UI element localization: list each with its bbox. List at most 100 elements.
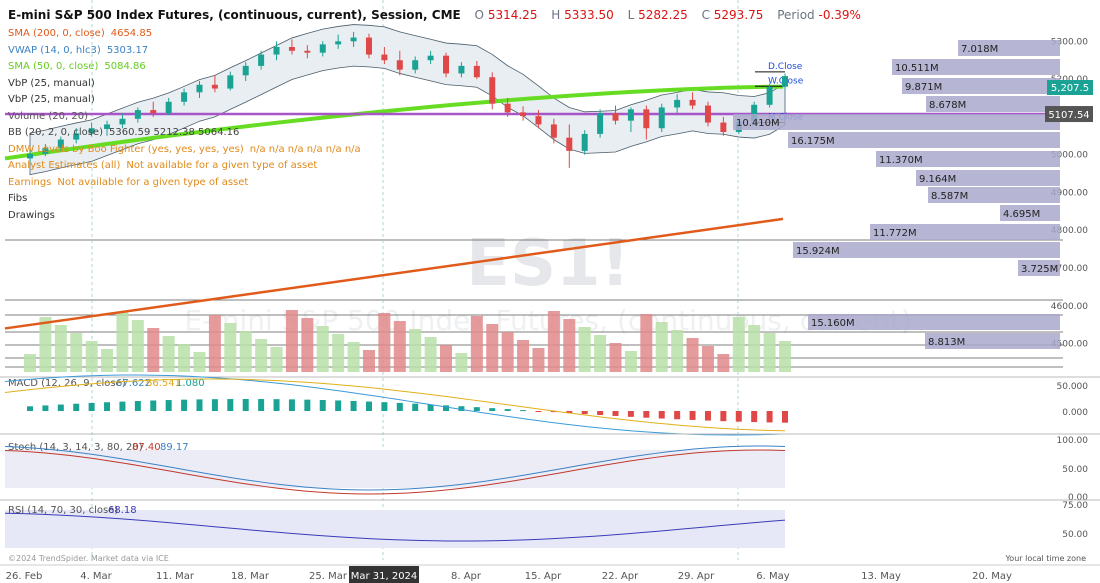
volume-bar	[116, 312, 129, 372]
macd-bar	[258, 399, 265, 411]
vbp-bar	[926, 96, 1060, 112]
indicator-row[interactable]: BB (20, 2, 0, close) 5360.59 5212.38 5064…	[8, 127, 239, 138]
x-tick-label: 11. Mar	[156, 571, 195, 582]
volume-bar	[624, 351, 637, 372]
vbp-label: 8.678M	[929, 100, 966, 111]
volume-bar	[501, 332, 514, 372]
close-value: 5293.75	[713, 8, 764, 22]
indicator-value: 5084.86	[104, 61, 146, 72]
stoch-tick: 0.00	[1068, 493, 1088, 503]
volume-bar	[178, 344, 191, 372]
macd-bar	[196, 399, 203, 411]
candle-body	[134, 110, 141, 119]
volume-bar	[224, 323, 237, 372]
vbp-label: 10.410M	[736, 118, 780, 129]
volume-bar	[101, 349, 114, 372]
rsi-value: 68.18	[108, 505, 137, 516]
volume-bar	[763, 333, 776, 372]
sma50-line	[4, 84, 784, 161]
volume-bar	[193, 352, 206, 372]
indicator-label: SMA (200, 0, close)	[8, 28, 105, 39]
macd-bar	[288, 399, 295, 411]
rsi-tick: 75.00	[1062, 501, 1088, 511]
macd-bar	[566, 411, 573, 414]
candle-body	[242, 65, 249, 76]
candle-body	[27, 153, 33, 159]
stoch-band	[5, 450, 785, 488]
macd-bar	[165, 400, 172, 411]
vbp-bar	[793, 242, 1060, 258]
last-price-tag	[1047, 80, 1093, 95]
candle-body	[720, 122, 727, 132]
indicator-row[interactable]: Earnings Not available for a given type o…	[8, 177, 248, 188]
volume-bar	[470, 316, 483, 372]
y-tick-label: 4900.00	[1051, 188, 1088, 198]
volume-bar	[517, 340, 530, 372]
macd-bar	[581, 411, 588, 415]
indicator-label: Drawings	[8, 209, 55, 221]
y-tick-label: 5300.00	[1051, 37, 1088, 47]
x-tick-label: 20. May	[972, 571, 1012, 582]
candle-body	[350, 37, 357, 42]
indicator-row[interactable]: Drawings	[8, 210, 61, 221]
indicator-label: VbP (25, manual)	[8, 77, 95, 89]
macd-tick: 50.000	[1057, 382, 1089, 392]
macd-signal-line	[4, 378, 786, 432]
indicator-row[interactable]: DMW Levels by Boo Fighter (yes, yes, yes…	[8, 144, 361, 155]
indicator-value: Not available for a given type of asset	[126, 160, 318, 171]
x-tick-label: 6. May	[756, 571, 789, 582]
volume-bar	[85, 341, 98, 372]
y-tick-label: 5000.00	[1051, 151, 1088, 161]
vbp-label: 11.772M	[873, 228, 917, 239]
macd-bar	[473, 407, 480, 411]
macd-bar	[227, 399, 234, 411]
volume-bar	[270, 347, 283, 372]
volume-bar	[347, 342, 360, 372]
x-tick-label: 15. Apr	[525, 571, 562, 582]
x-tick-label: Mar 31, 2024	[351, 571, 418, 582]
vbp-bar	[876, 151, 1060, 167]
candle-body	[396, 60, 403, 70]
volume-bar	[239, 331, 252, 372]
indicator-row[interactable]: Analyst Estimates (all) Not available for…	[8, 160, 317, 171]
macd-bar	[550, 411, 557, 413]
vbp-label: 10.511M	[895, 63, 939, 74]
indicator-row[interactable]: SMA (200, 0, close) 4654.85	[8, 28, 152, 39]
x-tick-label: 4. Mar	[80, 571, 112, 582]
volume-bar	[547, 311, 560, 372]
candle-body	[643, 109, 650, 129]
macd-value: 67.622	[116, 378, 151, 389]
volume-bar	[131, 320, 144, 372]
indicator-row[interactable]: Volume (20, 20)	[8, 111, 94, 122]
candle-body	[597, 113, 604, 134]
x-tick-label: 18. Mar	[231, 571, 270, 582]
rsi-tick: 50.00	[1062, 530, 1088, 540]
vbp-label: 8.813M	[928, 337, 965, 348]
candle-body	[766, 86, 773, 105]
candle-body	[704, 105, 711, 123]
indicator-row[interactable]: SMA (50, 0, close) 5084.86	[8, 61, 146, 72]
candle-body	[258, 54, 265, 66]
candle-body	[782, 76, 788, 87]
volume-bar	[332, 334, 345, 372]
macd-bar	[319, 400, 326, 411]
indicator-row[interactable]: Fibs	[8, 193, 33, 204]
indicator-row[interactable]: VWAP (14, 0, hlc3) 5303.17	[8, 45, 148, 56]
stoch-tick: 50.00	[1062, 465, 1088, 475]
volume-bar	[255, 339, 268, 372]
candle-body	[658, 107, 665, 129]
macd-bar	[211, 399, 218, 411]
volume-bar	[609, 343, 622, 372]
candle-body	[674, 99, 681, 108]
volume-bar	[162, 336, 175, 372]
indicator-row[interactable]: VbP (25, manual)	[8, 78, 101, 89]
macd-label: MACD (12, 26, 9, close)	[8, 378, 126, 389]
timezone-label: Your local time zone	[1004, 554, 1086, 563]
macd-bar	[412, 403, 419, 411]
vbp-label: 9.871M	[905, 82, 942, 93]
macd-bar	[612, 411, 619, 416]
candle-body	[150, 110, 157, 114]
indicator-row[interactable]: VbP (25, manual)	[8, 94, 101, 105]
period-change: -0.39%	[818, 8, 861, 22]
